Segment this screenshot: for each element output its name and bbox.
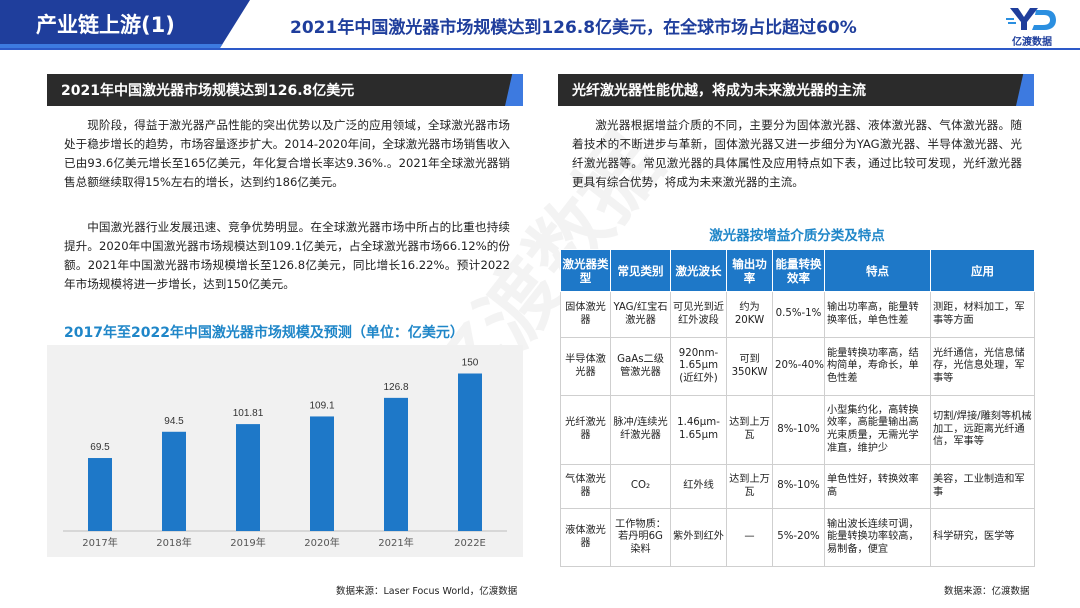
bar-2019年: [236, 424, 260, 531]
bar-2022E: [458, 373, 482, 531]
header-category: 常见类别: [610, 249, 671, 292]
cell-wavelength: 1.46μm-1.65μm: [670, 395, 727, 465]
cell-type: 半导体激光器: [560, 337, 611, 396]
header-efficiency: 能量转换效率: [772, 249, 825, 292]
table-row: 半导体激光器 GaAs二级管激光器 920nm-1.65μm (近红外) 可到3…: [560, 337, 1035, 396]
header-divider: [0, 48, 1080, 50]
data-label: 101.81: [233, 408, 264, 419]
table-title: 激光器按增益介质分类及特点: [709, 228, 885, 244]
cell-type: 液体激光器: [560, 508, 611, 567]
data-label: 150: [462, 358, 479, 369]
chart-title: 2017年至2022年中国激光器市场规模及预测（单位：亿美元）: [64, 325, 464, 341]
right-paragraph-1: 激光器根据增益介质的不同，主要分为固体激光器、液体激光器、气体激光器。随着技术的…: [572, 118, 1022, 189]
cell-power: 达到上万瓦: [726, 395, 773, 465]
cell-applications: 光纤通信，光信息储存，光信息处理，军事等: [930, 337, 1035, 396]
header-power: 输出功率: [726, 249, 773, 292]
cell-wavelength: 紫外到红外: [670, 508, 727, 567]
cell-efficiency: 0.5%-1%: [772, 291, 825, 338]
header-wavelength: 激光波长: [670, 249, 727, 292]
left-source: 数据来源：Laser Focus World，亿渡数据: [336, 586, 518, 597]
cell-applications: 美容，工业制造和军事: [930, 464, 1035, 509]
table-row: 光纤激光器 脉冲/连续光纤激光器 1.46μm-1.65μm 达到上万瓦 8%-…: [560, 395, 1035, 465]
cell-efficiency: 20%-40%: [772, 337, 825, 396]
cell-efficiency: 5%-20%: [772, 508, 825, 567]
header-type: 激光器类型: [560, 249, 611, 292]
left-paragraph-1: 现阶段，得益于激光器产品性能的突出优势以及广泛的应用领域，全球激光器市场处于稳步…: [64, 118, 510, 189]
tick-label: 2019年: [230, 536, 265, 549]
cell-type: 气体激光器: [560, 464, 611, 509]
bar-chart-svg: 69.5 2017年 94.5 2018年 101.81 2019年 109.1 2020年 1…: [63, 358, 507, 549]
cell-efficiency: 8%-10%: [772, 395, 825, 465]
right-source: 数据来源：亿渡数据: [944, 586, 1030, 597]
cell-applications: 切割/焊接/雕刻等机械加工，远距离光纤通信，军事等: [930, 395, 1035, 465]
cell-category: CO₂: [610, 464, 671, 509]
laser-comparison-table: 激光器类型 常见类别 激光波长 输出功率 能量转换效率 特点 应用 固体激光器 …: [560, 249, 1035, 567]
cell-category: 脉冲/连续光纤激光器: [610, 395, 671, 465]
cell-features: 输出波长连续可调，能量转换功率较高，易制备，便宜: [824, 508, 931, 567]
tick-label: 2018年: [156, 536, 191, 549]
cell-wavelength: 可见光到近红外波段: [670, 291, 727, 338]
logo-mark-icon: [1006, 8, 1056, 30]
cell-category: YAG/红宝石激光器: [610, 291, 671, 338]
cell-features: 小型集约化，高转换效率，高能量输出高光束质量，无需光学准直，维护少: [824, 395, 931, 465]
cell-features: 单色性好，转换效率高: [824, 464, 931, 509]
table-row: 液体激光器 工作物质：若丹明6G染料 紫外到红外 — 5%-20% 输出波长连续…: [560, 508, 1035, 567]
bar-2021年: [384, 397, 408, 531]
tick-label: 2017年: [82, 536, 117, 549]
left-panel-title: 2021年中国激光器市场规模达到126.8亿美元: [47, 74, 523, 106]
cell-features: 能量转换功率高，结构简单，寿命长，单色性差: [824, 337, 931, 396]
cell-type: 光纤激光器: [560, 395, 611, 465]
logo-text: 亿渡数据: [1012, 37, 1052, 48]
cell-efficiency: 8%-10%: [772, 464, 825, 509]
bar-2017年: [88, 458, 112, 531]
logo: 亿渡数据: [996, 6, 1068, 48]
tick-label: 2020年: [304, 536, 339, 549]
tick-label: 2021年: [378, 536, 413, 549]
cell-power: 达到上万瓦: [726, 464, 773, 509]
cell-features: 输出功率高，能量转换率低，单色性差: [824, 291, 931, 338]
table-row: 气体激光器 CO₂ 红外线 达到上万瓦 8%-10% 单色性好，转换效率高 美容…: [560, 464, 1035, 509]
tick-label: 2022E: [454, 538, 486, 549]
bar-2018年: [162, 431, 186, 531]
cell-applications: 科学研究，医学等: [930, 508, 1035, 567]
cell-wavelength: 920nm-1.65μm (近红外): [670, 337, 727, 396]
page-header: 产业链上游(1) 2021年中国激光器市场规模达到126.8亿美元，在全球市场占…: [0, 0, 1080, 50]
header-features: 特点: [824, 249, 931, 292]
right-panel-title: 光纤激光器性能优越，将成为未来激光器的主流: [558, 74, 1034, 106]
left-paragraph-2: 中国激光器行业发展迅速、竞争优势明显。在全球激光器市场中所占的比重也持续提升。2…: [64, 220, 510, 291]
cell-power: 可到350KW: [726, 337, 773, 396]
cell-power: 约为20KW: [726, 291, 773, 338]
cell-category: 工作物质：若丹明6G染料: [610, 508, 671, 567]
table-header-row: 激光器类型 常见类别 激光波长 输出功率 能量转换效率 特点 应用: [560, 249, 1035, 292]
cell-wavelength: 红外线: [670, 464, 727, 509]
cell-applications: 测距，材料加工，军事等方面: [930, 291, 1035, 338]
cell-power: —: [726, 508, 773, 567]
cell-category: GaAs二级管激光器: [610, 337, 671, 396]
bar-2020年: [310, 416, 334, 531]
cell-type: 固体激光器: [560, 291, 611, 338]
data-label: 94.5: [164, 416, 184, 427]
table-row: 固体激光器 YAG/红宝石激光器 可见光到近红外波段 约为20KW 0.5%-1…: [560, 291, 1035, 338]
data-label: 69.5: [90, 442, 110, 453]
page-title: 2021年中国激光器市场规模达到126.8亿美元，在全球市场占比超过60%: [290, 18, 857, 38]
data-label: 126.8: [383, 382, 408, 393]
section-tab: 产业链上游(1): [0, 0, 250, 48]
bar-chart: 69.5 2017年 94.5 2018年 101.81 2019年 109.1 2020年 1…: [47, 345, 523, 557]
header-applications: 应用: [930, 249, 1035, 292]
data-label: 109.1: [309, 400, 334, 411]
